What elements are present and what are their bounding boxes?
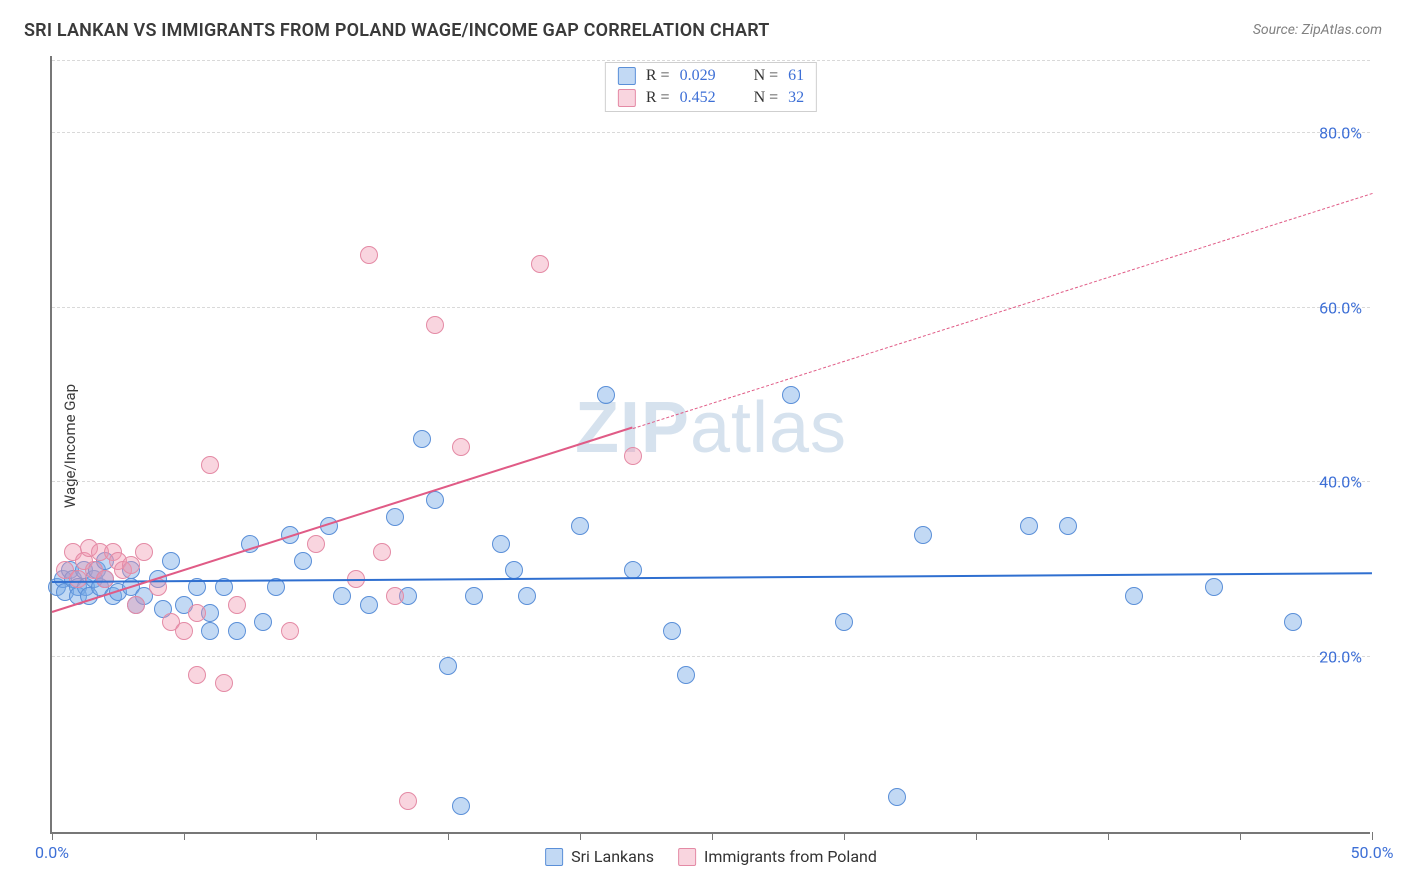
data-point	[413, 430, 431, 448]
data-point	[782, 386, 800, 404]
x-tick	[580, 832, 581, 840]
legend-swatch	[618, 89, 636, 107]
data-point	[1284, 613, 1302, 631]
chart-container: SRI LANKAN VS IMMIGRANTS FROM POLAND WAG…	[0, 0, 1406, 892]
data-point	[888, 788, 906, 806]
data-point	[492, 535, 510, 553]
x-tick	[1240, 832, 1241, 840]
data-point	[254, 613, 272, 631]
x-tick	[976, 832, 977, 840]
data-point	[505, 561, 523, 579]
gridline	[52, 132, 1370, 133]
gridline	[52, 307, 1370, 308]
data-point	[360, 246, 378, 264]
data-point	[426, 491, 444, 509]
x-tick	[712, 832, 713, 840]
data-point	[162, 552, 180, 570]
bottom-legend: Sri Lankans Immigrants from Poland	[545, 847, 877, 866]
stat-row: R = 0.452N = 32	[606, 87, 816, 109]
data-point	[571, 517, 589, 535]
legend-label: Sri Lankans	[571, 847, 654, 866]
x-tick-label: 50.0%	[1351, 843, 1394, 862]
x-tick	[52, 832, 53, 840]
y-tick-label: 40.0%	[1319, 473, 1362, 492]
data-point	[96, 570, 114, 588]
x-tick	[184, 832, 185, 840]
data-point	[426, 316, 444, 334]
watermark: ZIPatlas	[575, 387, 847, 469]
gridline	[52, 481, 1370, 482]
x-tick	[1108, 832, 1109, 840]
data-point	[518, 587, 536, 605]
data-point	[1020, 517, 1038, 535]
data-point	[399, 792, 417, 810]
data-point	[333, 587, 351, 605]
data-point	[914, 526, 932, 544]
data-point	[135, 543, 153, 561]
legend-label: Immigrants from Poland	[704, 847, 877, 866]
data-point	[439, 657, 457, 675]
x-tick	[448, 832, 449, 840]
source-label: Source: ZipAtlas.com	[1253, 22, 1382, 38]
data-point	[531, 255, 549, 273]
data-point	[1059, 517, 1077, 535]
legend-swatch	[545, 848, 563, 866]
x-tick	[1372, 832, 1373, 840]
data-point	[465, 587, 483, 605]
plot-area: ZIPatlas 20.0%40.0%60.0%80.0%0.0%50.0%R …	[50, 56, 1370, 834]
data-point	[624, 561, 642, 579]
data-point	[452, 797, 470, 815]
x-tick	[844, 832, 845, 840]
data-point	[360, 596, 378, 614]
data-point	[294, 552, 312, 570]
legend-item: Sri Lankans	[545, 847, 654, 866]
y-tick-label: 80.0%	[1319, 123, 1362, 142]
stat-row: R = 0.029N = 61	[606, 65, 816, 87]
regression-line	[633, 193, 1372, 429]
data-point	[307, 535, 325, 553]
data-point	[386, 508, 404, 526]
data-point	[1205, 578, 1223, 596]
data-point	[188, 604, 206, 622]
legend-swatch	[678, 848, 696, 866]
gridline	[52, 656, 1370, 657]
data-point	[452, 438, 470, 456]
gridline	[52, 60, 1370, 61]
data-point	[624, 447, 642, 465]
data-point	[835, 613, 853, 631]
y-tick-label: 20.0%	[1319, 648, 1362, 667]
data-point	[122, 556, 140, 574]
y-tick-label: 60.0%	[1319, 298, 1362, 317]
data-point	[228, 596, 246, 614]
data-point	[228, 622, 246, 640]
legend-item: Immigrants from Poland	[678, 847, 877, 866]
data-point	[215, 674, 233, 692]
regression-line	[52, 572, 1372, 583]
data-point	[386, 587, 404, 605]
data-point	[663, 622, 681, 640]
data-point	[597, 386, 615, 404]
data-point	[188, 666, 206, 684]
data-point	[1125, 587, 1143, 605]
data-point	[373, 543, 391, 561]
data-point	[677, 666, 695, 684]
data-point	[281, 622, 299, 640]
correlation-stats-box: R = 0.029N = 61R = 0.452N = 32	[605, 62, 817, 112]
data-point	[127, 596, 145, 614]
data-point	[175, 622, 193, 640]
data-point	[201, 456, 219, 474]
legend-swatch	[618, 67, 636, 85]
data-point	[201, 622, 219, 640]
chart-title: SRI LANKAN VS IMMIGRANTS FROM POLAND WAG…	[24, 20, 770, 41]
x-tick-label: 0.0%	[35, 843, 69, 862]
x-tick	[316, 832, 317, 840]
